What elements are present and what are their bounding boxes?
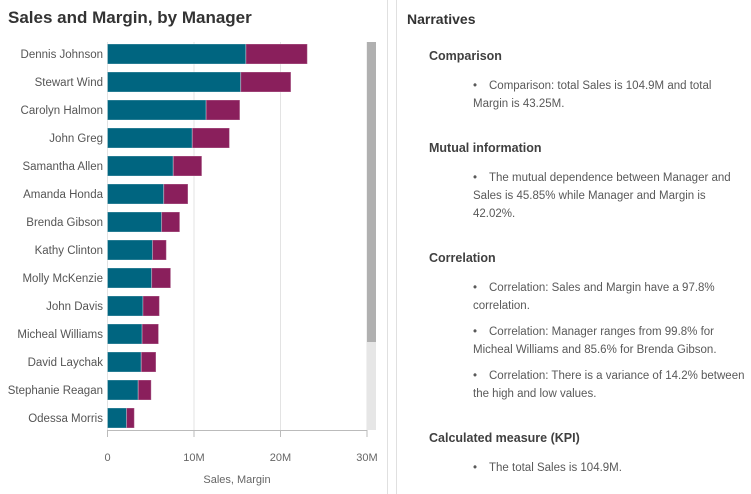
scrollbar-thumb[interactable] [367,42,376,342]
narrative-list: • Correlation: Sales and Margin have a 97… [429,279,747,403]
bar-sales [107,351,142,373]
section-heading: Comparison [429,49,502,63]
narrative-text: The total Sales is 104.9M. [489,462,622,474]
narrative-text: The mutual dependence between Manager an… [473,172,731,220]
bullet-icon: • [473,462,478,474]
bar-margin [172,155,203,177]
bar-margin [151,267,172,289]
narrative-section: Mutual information • The mutual dependence… [429,141,747,223]
panel-divider [387,0,388,494]
bar-sales [107,43,247,65]
section-heading: Correlation [429,251,496,265]
category-label: Carolyn Halmon [21,105,103,117]
narratives-panel: Narratives Comparison • Comparison: total … [407,0,747,477]
bar-chart: 0 10M 20M 30M Sales, Margin Dennis Johnson Ste… [8,42,378,486]
bar-margin [163,183,189,205]
bullet-icon: • [473,172,478,184]
bullet-icon: • [473,80,478,92]
narrative-section: Correlation • Correlation: Sales and Margi… [429,251,747,403]
bar-sales [107,295,144,317]
bar-margin [151,239,167,261]
narrative-section: Comparison • Comparison: total Sales is 10… [429,49,747,113]
category-label: Brenda Gibson [26,217,103,229]
category-label: John Greg [49,133,103,145]
narrative-text: Comparison: total Sales is 104.9M and to… [473,80,712,110]
bar-margin [137,379,152,401]
narrative-item: • Correlation: There is a variance of 14.… [473,367,747,403]
bar-sales [107,127,193,149]
bar-margin [141,323,160,345]
category-label: Kathy Clinton [35,245,103,257]
category-label: Stewart Wind [35,77,103,89]
narrative-text: Correlation: Manager ranges from 99.8% f… [473,326,717,356]
narrative-text: Correlation: Sales and Margin have a 97.… [473,282,715,312]
bar-margin [240,71,292,93]
bar-sales [107,183,165,205]
x-axis-label: Sales, Margin [203,474,270,486]
bar-sales [107,407,128,429]
section-heading: Mutual information [429,141,542,155]
category-label: Dennis Johnson [21,49,103,61]
category-label: David Laychak [28,357,104,369]
narrative-list: • The total Sales is 104.9M. [429,459,747,477]
category-label: Samantha Allen [22,161,103,173]
narrative-item: • Comparison: total Sales is 104.9M and t… [473,77,747,113]
category-label: Micheal Williams [17,329,103,341]
bullet-icon: • [473,326,478,338]
narrative-item: • Correlation: Manager ranges from 99.8% … [473,323,747,359]
bar-margin [245,43,308,65]
narrative-list: • Comparison: total Sales is 104.9M and t… [429,77,747,113]
bar-sales [107,71,242,93]
narrative-item: • The mutual dependence between Manager a… [473,169,747,223]
bar-margin [161,211,181,233]
category-label: Molly McKenzie [22,273,103,285]
bar-margin [191,127,230,149]
bullet-icon: • [473,282,478,294]
narrative-item: • The total Sales is 104.9M. [473,459,747,477]
narrative-section: Calculated measure (KPI) • The total Sales… [429,431,747,477]
bar-margin [126,407,135,429]
bar-sales [107,379,139,401]
x-tick-label: 0 [104,452,110,464]
bar-sales [107,211,163,233]
category-label: Odessa Morris [28,413,103,425]
bar-margin [140,351,157,373]
bar-sales [107,323,143,345]
narrative-text: Correlation: There is a variance of 14.2… [473,370,745,400]
bullet-icon: • [473,370,478,382]
category-label: Amanda Honda [23,189,104,201]
x-tick-label: 10M [183,452,204,464]
bar-sales [107,267,153,289]
narratives-title: Narratives [407,11,476,27]
bar-sales [107,155,174,177]
chart-title: Sales and Margin, by Manager [8,8,252,27]
bar-sales [107,239,153,261]
x-tick-label: 30M [356,452,377,464]
panel-divider [396,0,397,494]
bar-sales [107,99,207,121]
narrative-item: • Correlation: Sales and Margin have a 97… [473,279,747,315]
narrative-list: • The mutual dependence between Manager a… [429,169,747,223]
category-label: Stephanie Reagan [8,385,103,397]
x-tick-label: 20M [270,452,291,464]
bar-margin [205,99,241,121]
bar-margin [142,295,160,317]
category-label: John Davis [46,301,103,313]
section-heading: Calculated measure (KPI) [429,431,580,445]
